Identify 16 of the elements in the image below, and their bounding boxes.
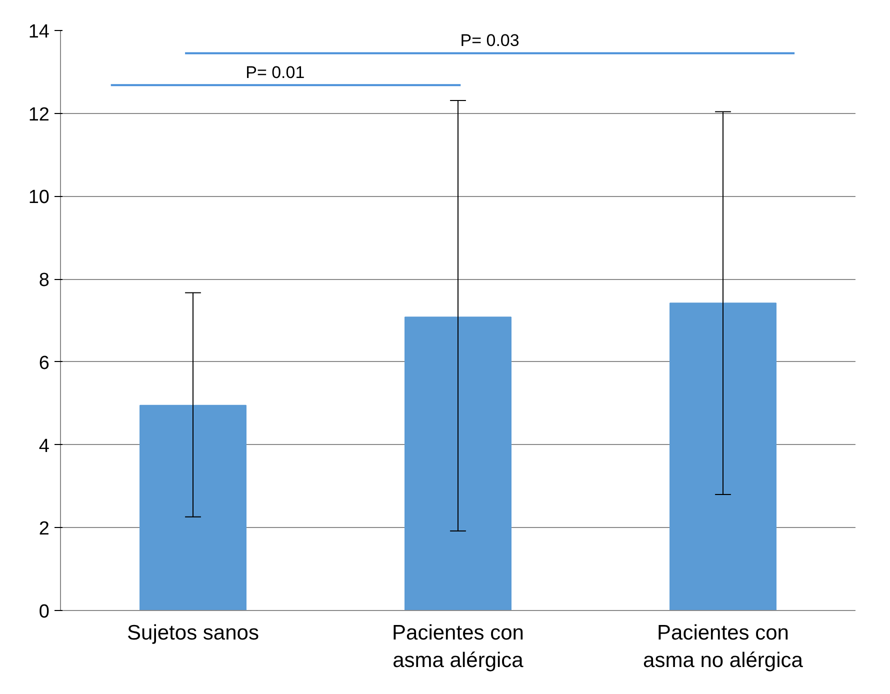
y-tick-label: 4 [38, 436, 50, 457]
y-tick-label: 2 [38, 518, 50, 540]
x-tick-label: Pacientes con asma alérgica [392, 622, 524, 672]
x-tick-label: Pacientes con asma no alérgica [643, 622, 804, 672]
bar [140, 404, 246, 610]
y-tick-label: 14 [28, 22, 50, 42]
y-tick-label: 8 [38, 270, 50, 292]
bar [670, 302, 776, 610]
bar [404, 316, 512, 610]
annotation: P= 0.01 [246, 62, 305, 82]
annotation: P= 0.03 [460, 30, 520, 50]
y-tick-label: 12 [28, 104, 50, 126]
x-tick-label: Sujetos sanos [127, 622, 259, 644]
y-tick-label: 6 [38, 352, 50, 374]
y-tick-label: 10 [28, 187, 50, 208]
y-tick-label: 0 [38, 602, 50, 622]
